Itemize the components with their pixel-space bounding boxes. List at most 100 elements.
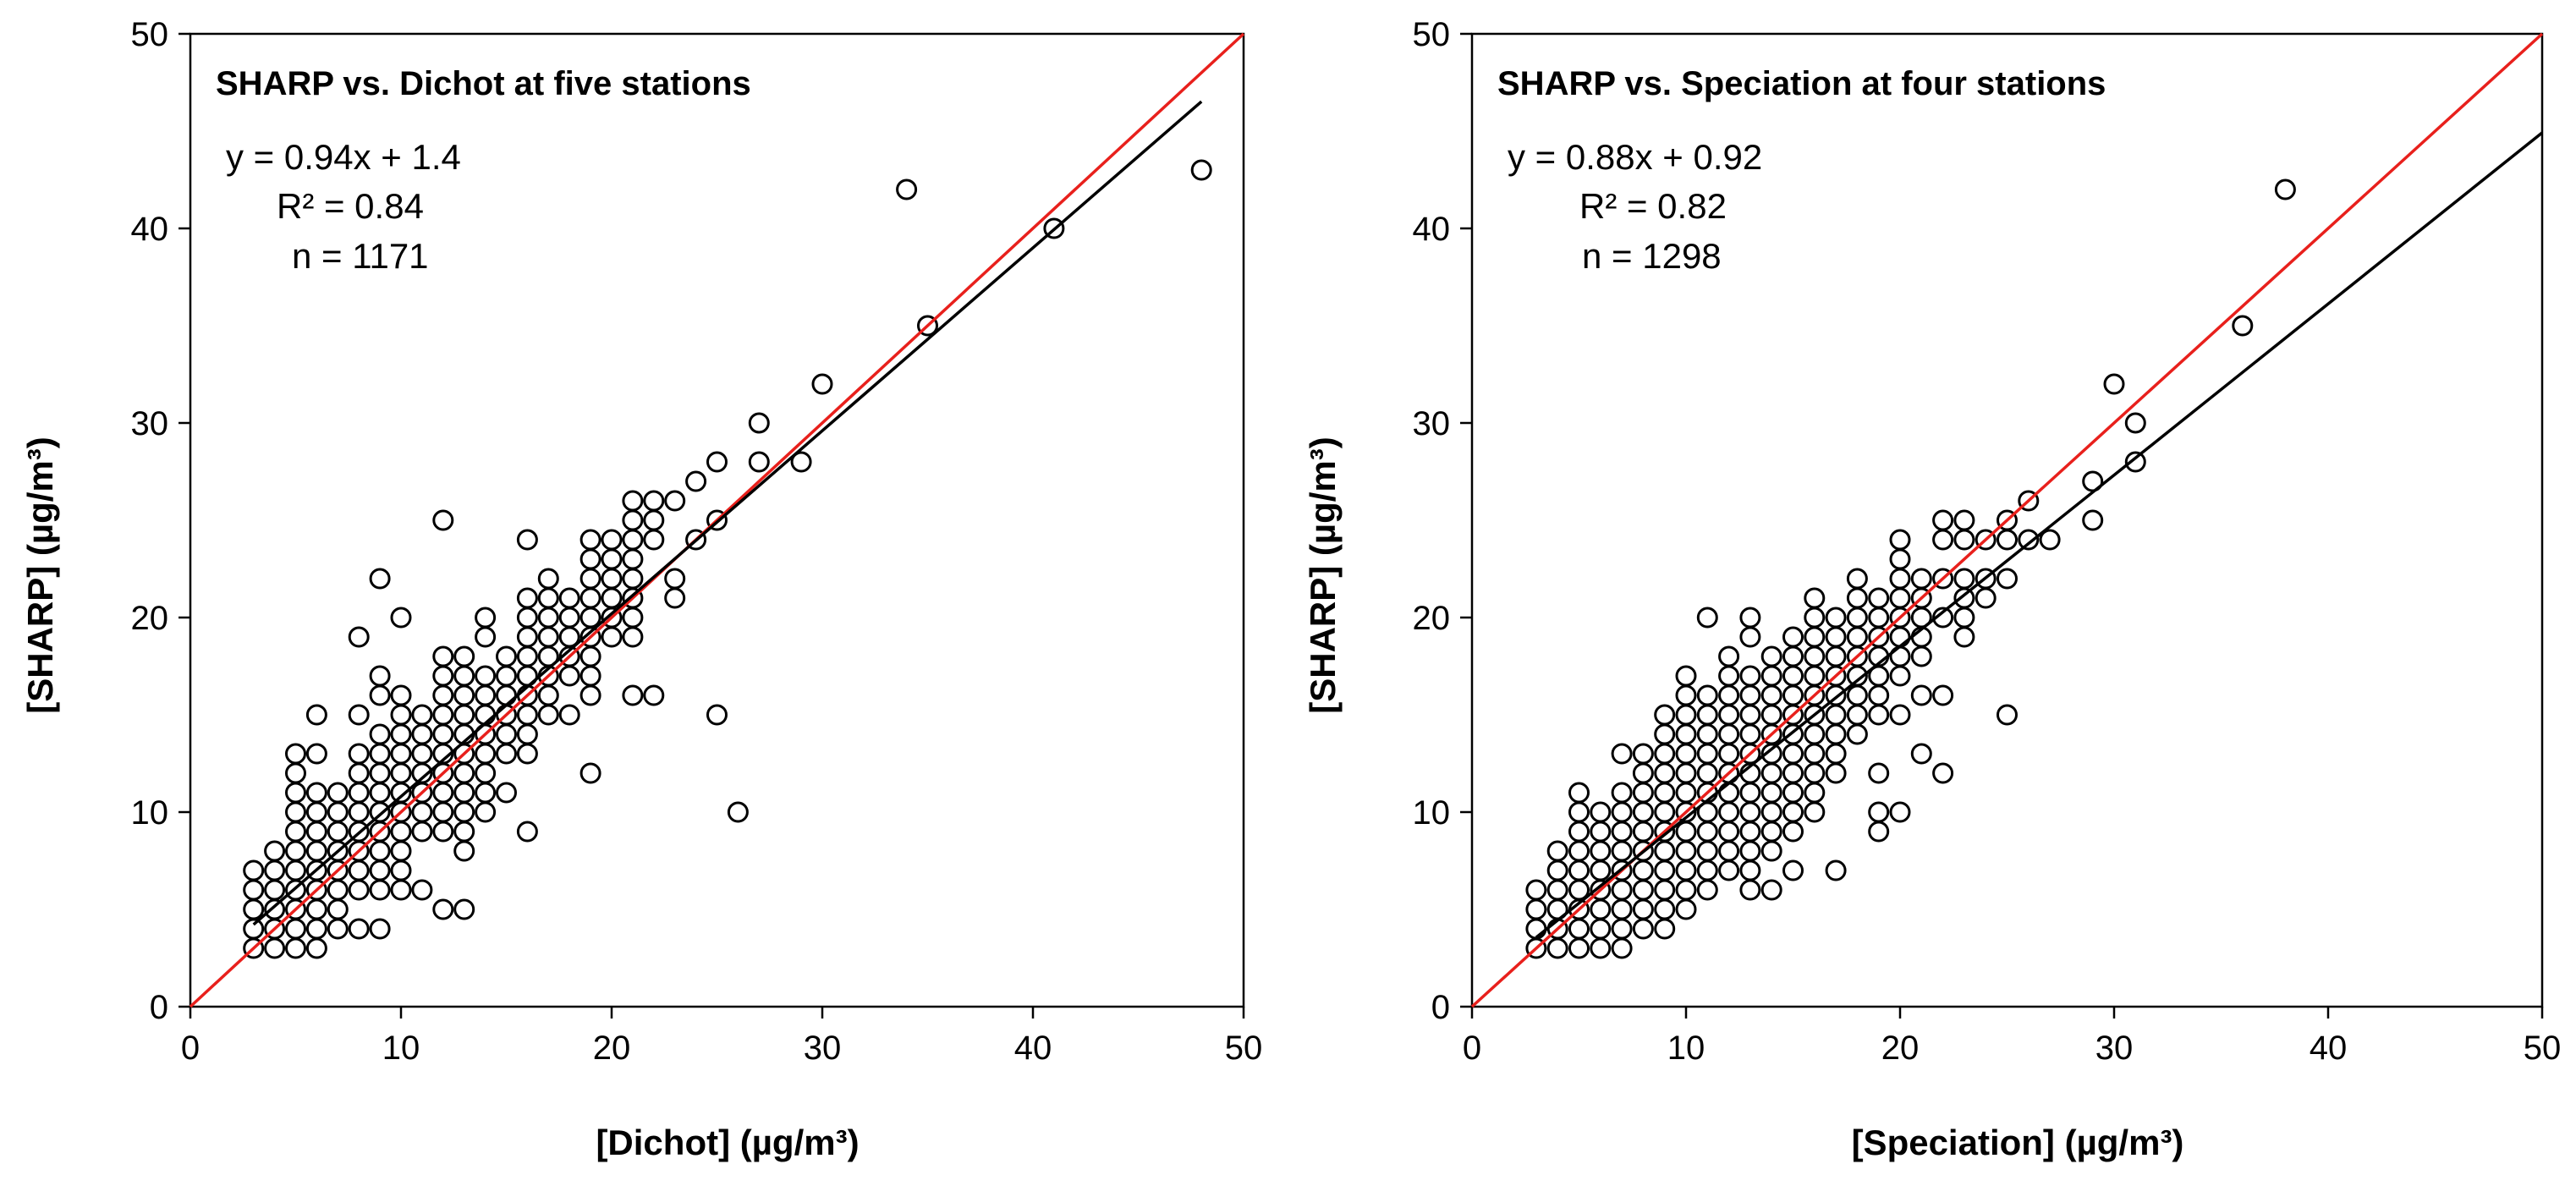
data-point <box>453 762 475 784</box>
data-point <box>285 743 306 765</box>
data-point <box>1910 645 1932 667</box>
data-point <box>1804 723 1826 745</box>
data-point <box>1525 898 1547 920</box>
data-point <box>1932 762 1954 784</box>
data-point <box>305 743 327 765</box>
y-tick-label: 30 <box>1413 405 1451 442</box>
data-point <box>453 704 475 726</box>
data-point <box>706 704 728 726</box>
data-point <box>432 704 454 726</box>
data-point <box>1675 821 1697 843</box>
data-point <box>453 665 475 687</box>
data-point <box>475 665 497 687</box>
x-tick-label: 40 <box>1014 1030 1052 1067</box>
data-point <box>327 898 349 920</box>
data-point <box>432 684 454 706</box>
data-point <box>369 918 391 940</box>
data-point <box>1611 782 1633 804</box>
data-point <box>579 684 601 706</box>
data-point <box>1889 626 1911 648</box>
data-point <box>1654 762 1676 784</box>
y-tick-label: 20 <box>131 600 169 637</box>
data-point <box>305 898 327 920</box>
data-point <box>1868 607 1890 629</box>
data-point <box>1590 898 1612 920</box>
data-point <box>1546 840 1568 862</box>
data-point <box>622 607 644 629</box>
left-scatter-panel: SHARP vs. Dichot at five stations y = 0.… <box>20 16 1262 1162</box>
data-point <box>243 879 265 901</box>
data-point <box>285 840 306 862</box>
data-point <box>1868 762 1890 784</box>
data-point <box>390 821 412 843</box>
data-point <box>1718 801 1740 823</box>
data-point <box>305 937 327 959</box>
data-point <box>348 782 370 804</box>
data-point <box>1675 782 1697 804</box>
data-point <box>622 548 644 570</box>
r-squared: R² = 0.82 <box>1579 186 1727 226</box>
data-point <box>243 918 265 940</box>
data-point <box>1718 684 1740 706</box>
data-point <box>1611 879 1633 901</box>
data-point <box>1889 529 1911 551</box>
data-point <box>601 587 623 609</box>
data-point <box>558 607 580 629</box>
data-point <box>285 937 306 959</box>
data-point <box>1718 704 1740 726</box>
data-point <box>411 801 433 823</box>
data-point <box>1910 568 1932 590</box>
y-axis-title: [SHARP] (µg/m³) <box>20 437 60 714</box>
data-point <box>1696 840 1718 862</box>
data-point <box>1654 723 1676 745</box>
data-point <box>411 704 433 726</box>
regression-line <box>1535 131 2544 939</box>
data-point <box>1611 840 1633 862</box>
data-point <box>790 451 812 473</box>
data-point <box>1760 801 1782 823</box>
data-point <box>1654 801 1676 823</box>
data-point <box>369 723 391 745</box>
data-point <box>1590 821 1612 843</box>
data-point <box>390 859 412 881</box>
data-point <box>1997 704 2018 726</box>
data-point <box>1760 879 1782 901</box>
data-point <box>664 568 686 590</box>
data-point <box>411 879 433 901</box>
data-point <box>390 607 412 629</box>
y-tick-label: 0 <box>1431 989 1450 1026</box>
x-axis-title: [Dichot] (µg/m³) <box>596 1123 859 1162</box>
data-point <box>1889 704 1911 726</box>
data-point <box>453 821 475 843</box>
data-point <box>1804 607 1826 629</box>
data-point <box>537 587 559 609</box>
data-point <box>1932 684 1954 706</box>
data-point <box>1825 762 1847 784</box>
data-point <box>1568 918 1590 940</box>
data-point <box>1846 704 1868 726</box>
data-point <box>348 918 370 940</box>
data-point <box>1632 918 1654 940</box>
data-point <box>748 451 770 473</box>
data-point <box>2103 373 2125 395</box>
data-point <box>1632 898 1654 920</box>
data-point <box>1782 665 1804 687</box>
data-point <box>327 821 349 843</box>
y-tick-label: 10 <box>1413 794 1451 832</box>
y-tick-label: 50 <box>131 16 169 53</box>
data-point <box>1611 821 1633 843</box>
data-point <box>327 918 349 940</box>
data-point <box>369 879 391 901</box>
data-point <box>1190 159 1212 181</box>
data-point <box>2082 509 2104 531</box>
data-point <box>601 568 623 590</box>
data-point <box>390 840 412 862</box>
data-point <box>1782 821 1804 843</box>
data-point <box>1782 626 1804 648</box>
data-point <box>369 840 391 862</box>
data-point <box>432 821 454 843</box>
data-point <box>348 859 370 881</box>
data-point <box>1932 529 1954 551</box>
chart-title: SHARP vs. Speciation at four stations <box>1497 65 2106 102</box>
x-tick-label: 0 <box>1463 1030 1481 1067</box>
